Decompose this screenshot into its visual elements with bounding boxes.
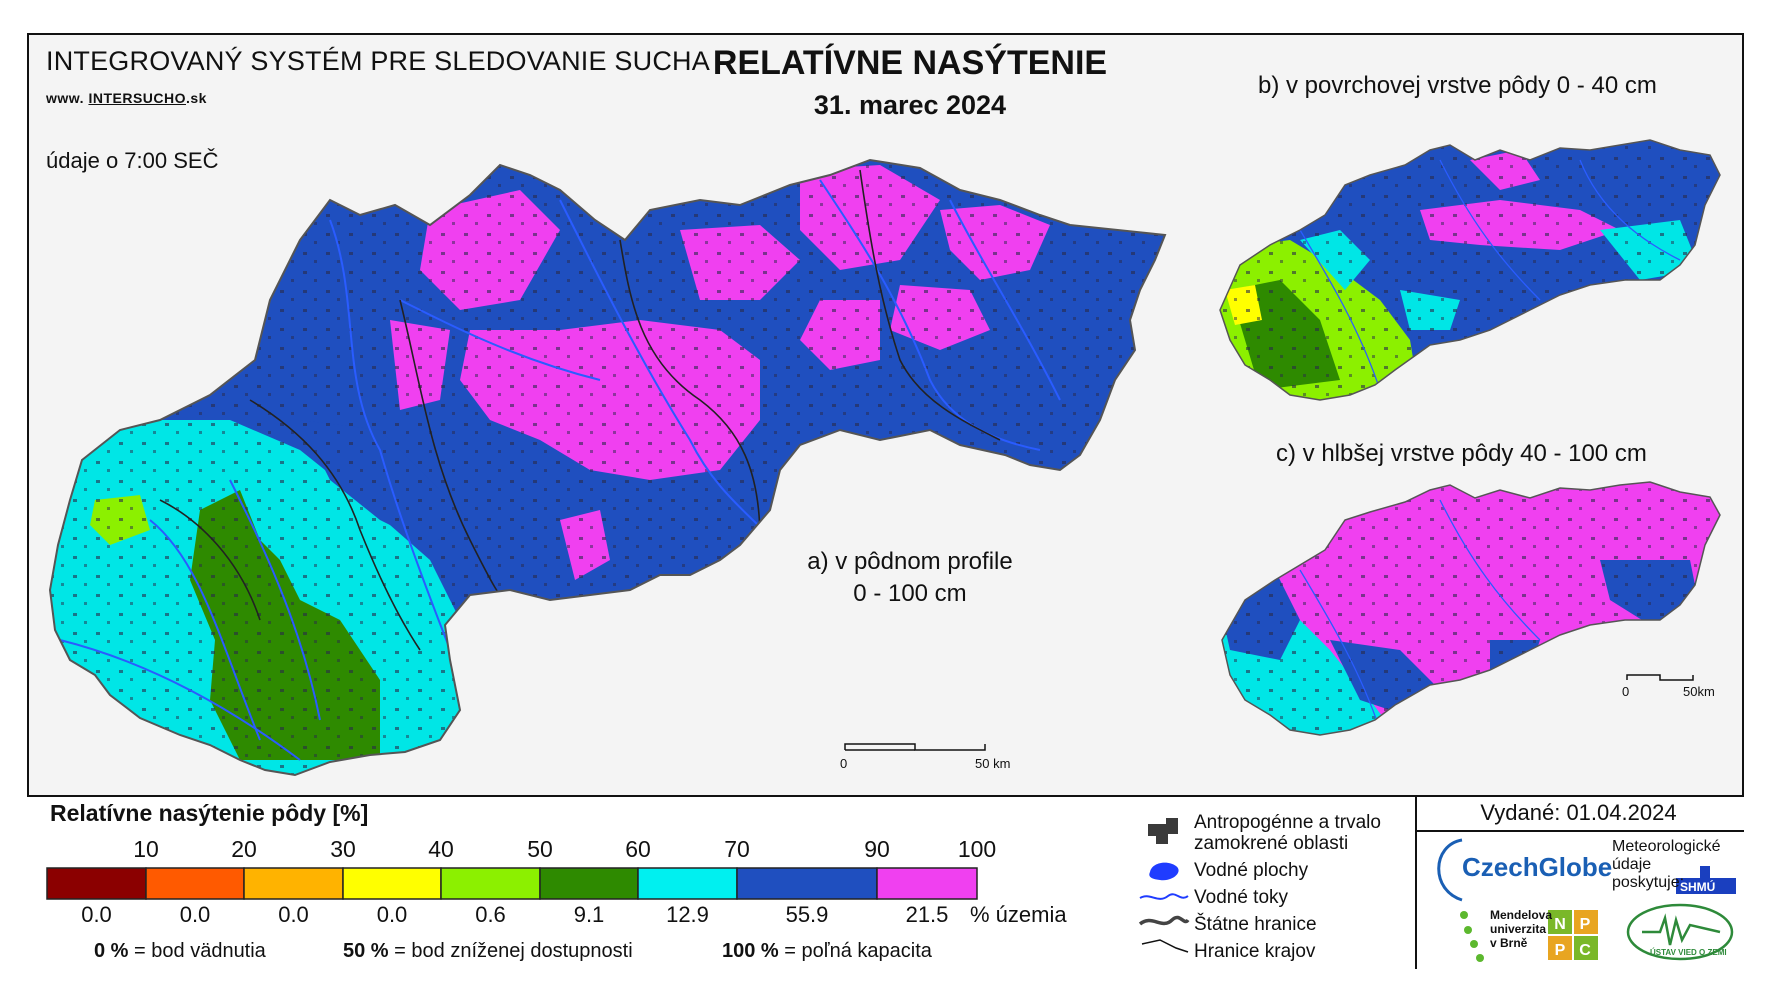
map-a-state-border xyxy=(48,158,1167,777)
legend-share-value: 0.6 xyxy=(475,902,506,927)
anthropogenic-label-line1: Antropogénne a trvalo xyxy=(1194,812,1381,833)
water-bodies-label: Vodné plochy xyxy=(1194,860,1309,881)
legend-share-value: 55.9 xyxy=(785,902,829,927)
map-c-state-border xyxy=(1221,481,1721,736)
met-data-credit: Meteorologické údaje poskytuje: xyxy=(1612,838,1721,892)
shmu-logo-text: SHMÚ xyxy=(1680,880,1716,894)
legend-share-value: 0.0 xyxy=(81,902,112,927)
page-title: RELATÍVNE NASÝTENIE xyxy=(712,44,1108,82)
map-a-label: a) v pôdnom profile 0 - 100 cm xyxy=(770,546,1050,610)
mendel-line2: univerzita xyxy=(1490,922,1547,936)
map-c-deep-layer xyxy=(1222,482,1720,735)
note2-text: = bod zníženej dostupnosti xyxy=(394,940,633,962)
mendel-line1: Mendelova xyxy=(1490,908,1553,922)
mendel-line3: v Brně xyxy=(1490,936,1528,950)
legend-tick-label: 30 xyxy=(330,836,356,862)
map-a-soil-profile xyxy=(50,160,1165,775)
anthropogenic-label: Antropogénne a trvalo zamokrené oblasti xyxy=(1194,812,1381,854)
legend-tick-label: 100 xyxy=(957,836,997,862)
legend-share-value: 12.9 xyxy=(666,902,709,927)
legend-share-value: 21.5 xyxy=(905,902,949,927)
legend-share-unit: % územia xyxy=(970,902,1067,927)
observation-time: údaje o 7:00 SEČ xyxy=(46,148,219,173)
note2-value: 50 % xyxy=(343,940,389,962)
legend-title: Relatívne nasýtenie pôdy [%] xyxy=(50,800,369,826)
scale-bar-main xyxy=(844,743,986,751)
issued-date: Vydané: 01.04.2024 xyxy=(1480,800,1677,825)
legend-share-value: 0.0 xyxy=(278,902,309,927)
met-line1: Meteorologické xyxy=(1612,838,1721,855)
legend-tick-label: 60 xyxy=(625,836,651,862)
map-a-label-line2: 0 - 100 cm xyxy=(853,580,967,607)
note3-value: 100 % xyxy=(722,940,779,962)
nppc-letter: P xyxy=(1554,942,1566,959)
nppc-letter: N xyxy=(1554,916,1566,933)
map-b-label: b) v povrchovej vrstve pôdy 0 - 40 cm xyxy=(1258,72,1657,99)
met-line3: poskytuje: xyxy=(1612,874,1685,891)
issued-underline xyxy=(1415,830,1744,832)
legend-tick-label: 90 xyxy=(864,836,890,862)
legend-tick-label: 50 xyxy=(527,836,553,862)
scale-small-km: 50km xyxy=(1683,684,1715,699)
system-title: INTEGROVANÝ SYSTÉM PRE SLEDOVANIE SUCHA xyxy=(46,46,710,76)
website-name: INTERSUCHO xyxy=(88,90,186,106)
map-a-label-line1: a) v pôdnom profile xyxy=(807,548,1013,575)
nppc-letter: P xyxy=(1579,916,1591,933)
website-link[interactable]: www. INTERSUCHO.sk xyxy=(46,90,207,106)
scale-main-km: 50 km xyxy=(975,756,1011,771)
note-wilting-point: 0 % = bod vädnutia xyxy=(94,940,266,963)
water-streams-label: Vodné toky xyxy=(1194,887,1289,908)
page-date: 31. marec 2024 xyxy=(813,90,1007,120)
note1-value: 0 % xyxy=(94,940,129,962)
note-reduced-availability: 50 % = bod zníženej dostupnosti xyxy=(343,940,633,963)
legend-tick-label: 10 xyxy=(133,836,159,862)
note1-text: = bod vädnutia xyxy=(134,940,266,962)
website-prefix: www. xyxy=(46,90,85,106)
legend-tick-label: 20 xyxy=(231,836,257,862)
scale-main-zero: 0 xyxy=(840,756,848,771)
legend-share-value: 9.1 xyxy=(573,902,605,927)
met-line2: údaje xyxy=(1612,856,1652,873)
map-b-state-border xyxy=(1219,139,1721,401)
state-border-label: Štátne hranice xyxy=(1194,914,1317,935)
scale-small-zero: 0 xyxy=(1622,684,1630,699)
anthropogenic-label-line2: zamokrené oblasti xyxy=(1194,833,1349,854)
nppc-letter: C xyxy=(1579,942,1591,959)
legend-share-value: 0.0 xyxy=(376,902,408,927)
czechglobe-logo-text: CzechGlobe xyxy=(1462,852,1613,882)
map-b-surface-layer xyxy=(1220,140,1720,400)
note-field-capacity: 100 % = poľná kapacita xyxy=(722,940,932,963)
legend-tick-label: 70 xyxy=(724,836,750,862)
maps-canvas xyxy=(48,139,1721,777)
region-border-label: Hranice krajov xyxy=(1194,941,1316,962)
website-suffix: .sk xyxy=(186,90,207,106)
ustav-logo-text: ÚSTAV VIED O ZEMI xyxy=(1650,948,1727,957)
legend-tick-label: 40 xyxy=(428,836,454,862)
footer-divider xyxy=(1415,795,1417,969)
note3-text: = poľná kapacita xyxy=(784,940,932,962)
mendel-logo-text: Mendelova univerzita v Brně xyxy=(1490,908,1552,950)
map-c-label: c) v hlbšej vrstve pôdy 40 - 100 cm xyxy=(1276,440,1647,467)
legend-share-value: 0.0 xyxy=(179,902,211,927)
scale-bar-small xyxy=(1626,674,1694,681)
